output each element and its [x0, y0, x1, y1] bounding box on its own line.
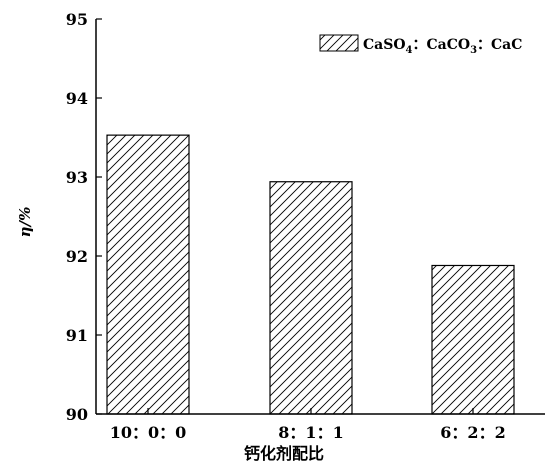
legend-swatch: [319, 34, 359, 52]
y-axis-label: η/%: [16, 207, 34, 238]
bars-group: [106, 134, 515, 415]
bar-2: [269, 181, 353, 415]
y-tick-label: 94: [66, 89, 88, 108]
x-tick-label: 10：0：0: [110, 423, 187, 442]
bar-1: [106, 134, 190, 415]
x-tick-label: 6：2：2: [440, 423, 505, 442]
y-tick-label: 91: [66, 326, 88, 345]
y-ticks-group: 90 91 92 93 94 95: [66, 10, 102, 424]
x-axis-label: 钙化剂配比: [244, 444, 324, 463]
bar-3: [431, 264, 515, 415]
legend-label: CaSO4：CaCO3：CaC: [363, 37, 522, 56]
legend: CaSO4：CaCO3：CaC: [319, 34, 522, 56]
x-tick-label: 8：1：1: [278, 423, 343, 442]
y-tick-label: 90: [66, 405, 88, 424]
y-tick-label: 93: [66, 168, 88, 187]
x-ticks-group: 10：0：0 8：1：1 6：2：2: [110, 408, 506, 442]
y-tick-label: 95: [66, 10, 88, 29]
y-tick-label: 92: [66, 247, 88, 266]
